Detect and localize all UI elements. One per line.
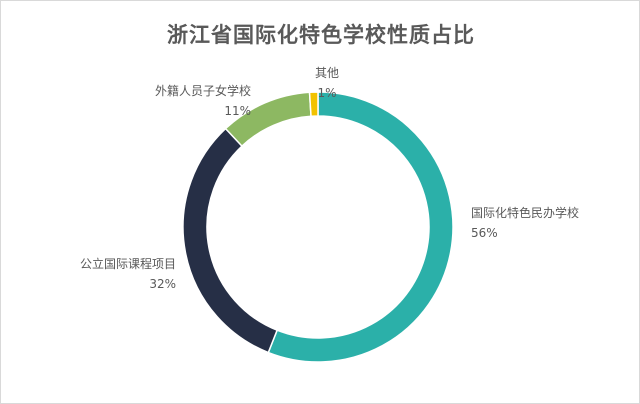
slice-other [308,91,319,118]
slice-value-public-program: 32% [149,277,176,291]
chart-title: 浙江省国际化特色学校性质占比 [167,23,475,47]
slice-value-foreign-school: 11% [224,104,251,118]
data-label-other: 其他 1% [305,63,349,103]
slice-name-foreign-school: 外籍人员子女学校 [154,84,251,98]
data-label-private-school: 国际化特色民办学校 56% [471,203,631,243]
slice-private-school [267,91,454,363]
slice-value-private-school: 56% [471,226,498,240]
data-label-public-program: 公立国际课程项目 32% [21,254,176,294]
slice-name-private-school: 国际化特色民办学校 [471,206,580,220]
slice-public-program [182,127,279,354]
slice-name-public-program: 公立国际课程项目 [79,257,176,271]
data-label-foreign-school: 外籍人员子女学校 11% [91,81,251,121]
slice-value-other: 1% [317,86,337,100]
slice-name-other: 其他 [314,66,339,80]
